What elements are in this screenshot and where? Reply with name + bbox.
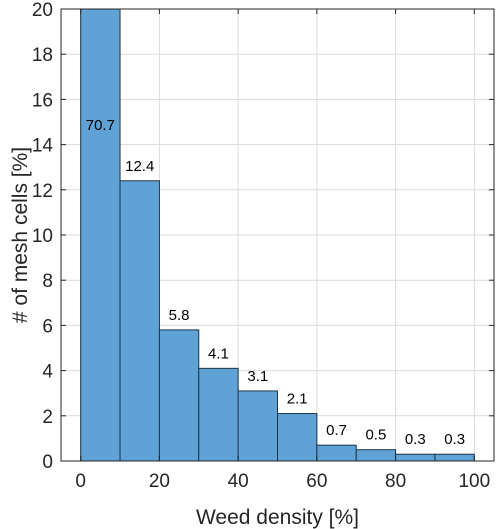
- x-tick-label: 20: [149, 471, 170, 492]
- histogram-bar: [277, 413, 318, 462]
- y-tick-label: 18: [32, 45, 53, 66]
- histogram-bar: [395, 453, 436, 462]
- bars: [80, 8, 475, 462]
- y-tick-label: 4: [42, 362, 53, 383]
- histogram-bar: [237, 390, 279, 462]
- histogram-bar: [355, 449, 397, 462]
- y-tick-label: 12: [32, 181, 53, 202]
- bar-value-label: 4.1: [208, 345, 229, 362]
- y-tick-label: 10: [32, 226, 53, 247]
- bar-value-label: 3.1: [247, 368, 268, 385]
- histogram-bar: [316, 444, 357, 462]
- bar-value-label: 0.5: [365, 427, 386, 444]
- bar-value-label: 2.1: [287, 391, 308, 408]
- x-tick-label: 40: [228, 471, 249, 492]
- x-tick-label: 0: [75, 471, 86, 492]
- bar-value-label: 70.7: [86, 117, 115, 134]
- bar-value-label: 5.8: [169, 307, 190, 324]
- bar-value-label: 0.3: [405, 431, 426, 448]
- y-tick-label: 0: [42, 452, 53, 473]
- histogram-bar: [119, 180, 160, 462]
- x-axis-label: Weed density [%]: [196, 506, 359, 529]
- data-labels: 70.7 12.4 5.8 4.1 3.1 2.1 0.7 0.5 0.3 0.3: [86, 117, 465, 448]
- bar-value-label: 12.4: [125, 158, 154, 175]
- bar-value-label: 0.7: [326, 422, 347, 439]
- y-axis-label: # of mesh cells [%]: [9, 147, 32, 323]
- y-tick-label: 2: [42, 407, 53, 428]
- x-tick-label: 100: [458, 471, 490, 492]
- x-tick-label: 80: [385, 471, 406, 492]
- y-tick-label: 16: [32, 90, 53, 111]
- histogram-bar: [80, 8, 121, 462]
- histogram-bar: [198, 367, 239, 462]
- y-tick-label: 20: [32, 0, 53, 21]
- histogram-bar: [434, 453, 475, 462]
- y-tick-label: 6: [42, 316, 53, 337]
- y-tick-label: 14: [32, 136, 54, 157]
- histogram-bar: [158, 329, 200, 462]
- bar-value-label: 0.3: [444, 431, 465, 448]
- y-tick-label: 8: [42, 271, 53, 292]
- axes: 0 20 40 60 80 100 0 2 4 6 8 10 12 14 16 18 20: [32, 0, 495, 492]
- x-tick-label: 60: [306, 471, 327, 492]
